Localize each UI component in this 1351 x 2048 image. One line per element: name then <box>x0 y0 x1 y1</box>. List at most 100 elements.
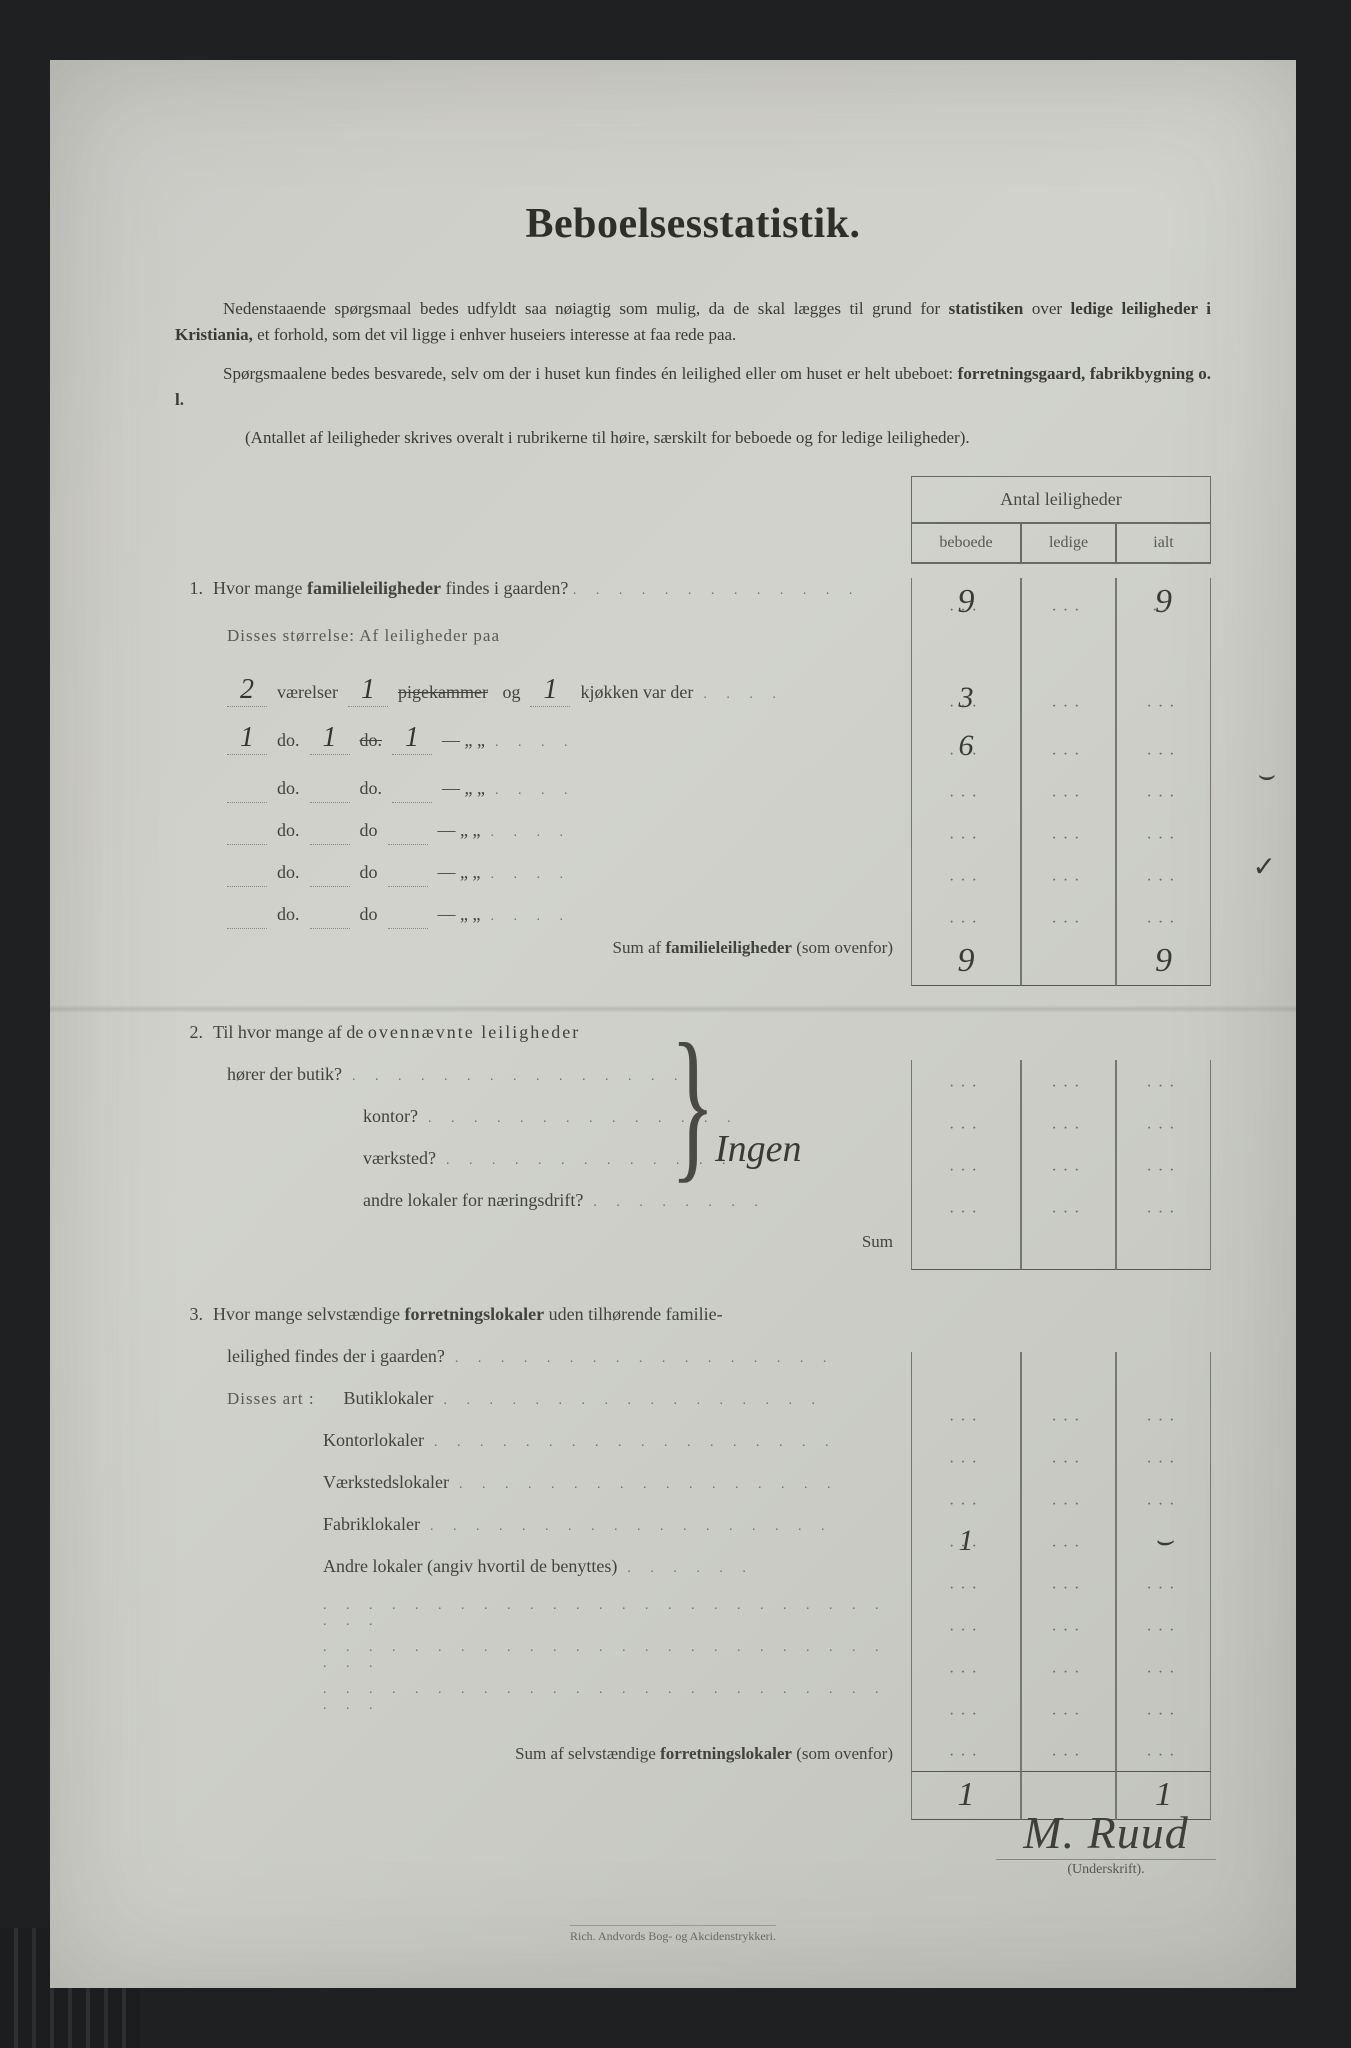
t: do. <box>360 730 383 751</box>
t: — „ „ <box>442 778 485 799</box>
cell <box>1116 1352 1211 1394</box>
th-ledige: ledige <box>1021 524 1116 564</box>
q1-text: Hvor mange familieleiligheder findes i g… <box>213 578 901 599</box>
q3-blank3: . . . . . . . . . . . . . . . . . . . . … <box>175 1682 901 1724</box>
cell: ··· <box>1116 1186 1211 1228</box>
t: familieleiligheder <box>665 938 792 957</box>
q2-line5: andre lokaler for næringsdrift?. . . . .… <box>175 1190 901 1232</box>
t: do. <box>277 730 300 751</box>
q3-num: 3. <box>175 1304 203 1325</box>
cell: ··· <box>911 1186 1021 1228</box>
t: værksted? <box>363 1148 436 1169</box>
q2-line1: 2. Til hvor mange af de ovennævnte leili… <box>175 1022 901 1064</box>
hw: 1 <box>310 722 350 755</box>
hw: 9 <box>1155 942 1172 980</box>
cell <box>1021 626 1116 674</box>
dots: . . . . <box>490 825 571 841</box>
cell: ··· <box>1021 1144 1116 1186</box>
q1-r1-b: 6··· <box>911 722 1021 770</box>
hw <box>310 812 350 845</box>
q2-sum: Sum <box>175 1232 901 1274</box>
t: Butiklokaler <box>344 1388 434 1409</box>
margin-mark-2: ✓ <box>1253 850 1276 884</box>
cell: ··· <box>1116 722 1211 770</box>
cell: ··· <box>911 1394 1021 1436</box>
dots: . . . . . . <box>627 1561 754 1577</box>
document-paper: Beboelsesstatistik. Nedenstaaende spørgs… <box>50 60 1296 1988</box>
intro-p1-a: Nedenstaaende spørgsmaal bedes udfyldt s… <box>223 299 949 318</box>
signature-hand: M. Ruud <box>996 1806 1216 1859</box>
cell: ··· <box>1021 1688 1116 1730</box>
cell: ··· <box>1021 578 1116 626</box>
q3-blank1: . . . . . . . . . . . . . . . . . . . . … <box>175 1598 901 1640</box>
hw <box>227 896 267 929</box>
cell: ··· <box>1116 1562 1211 1604</box>
cell: ··· <box>1116 854 1211 896</box>
intro-p3: (Antallet af leiligheder skrives overalt… <box>175 425 1211 451</box>
cell: ··· <box>1021 1394 1116 1436</box>
t: — „ „ <box>442 730 485 751</box>
cell: ··· <box>911 1688 1021 1730</box>
dots: . . . . . . . . . . . . . . . . . . . . … <box>323 1598 901 1630</box>
q1-data-grid: 9··· ··· 9·· 3··· ··· ··· 6··· ··· ··· ·… <box>911 578 1211 986</box>
q1-sum-i: 9 <box>1116 938 1211 986</box>
t: do. <box>277 904 300 925</box>
cell <box>1021 1352 1116 1394</box>
q1-row2: do. do. — „ „ . . . . <box>175 770 901 812</box>
q1-row4: do. do — „ „ . . . . <box>175 854 901 896</box>
cell: ··· <box>1116 1688 1211 1730</box>
t: Sum af selvstændige <box>515 1744 660 1763</box>
t: leilighed findes der i gaarden? <box>227 1346 445 1367</box>
q1-sum-b: 9 <box>911 938 1021 986</box>
t: — „ „ <box>438 862 481 883</box>
t: Sum af <box>613 938 666 957</box>
hw: 1 <box>348 674 388 707</box>
t: forretningslokaler <box>660 1744 792 1763</box>
hw <box>388 896 428 929</box>
cell: ··· <box>1021 1562 1116 1604</box>
dots: . . . . . . . . . . . . . . . . . . . . … <box>323 1682 901 1714</box>
cell: ··· <box>911 1730 1021 1772</box>
hw <box>392 770 432 803</box>
cell: ··· <box>1116 674 1211 722</box>
hw <box>227 770 267 803</box>
cell <box>911 1352 1021 1394</box>
t: do. <box>277 778 300 799</box>
q2-handwritten: Ingen <box>715 1127 802 1171</box>
q1-num: 1. <box>175 578 203 599</box>
q3-data-grid: ········· ········· ········· 1··· ··· ⌣… <box>911 1352 1211 1820</box>
cell: ··· <box>911 1604 1021 1646</box>
intro-p1-e: et forhold, som det vil ligge i enhver h… <box>253 325 736 344</box>
hw <box>227 812 267 845</box>
cell: ··· <box>1021 1520 1116 1562</box>
t: værelser <box>277 682 338 703</box>
q1-r0-b: 3··· <box>911 674 1021 722</box>
hw: 2 <box>227 674 267 707</box>
cell: ··· <box>1021 1646 1116 1688</box>
t: forretningslokaler <box>404 1304 544 1324</box>
q1-sublabel: Disses størrelse: Af leiligheder paa <box>175 626 901 674</box>
cell <box>1021 1228 1116 1270</box>
cell: ··· <box>1021 1730 1116 1772</box>
table-header: Antal leiligheder beboede ledige ialt <box>911 476 1211 564</box>
dots: . . . . <box>490 909 571 925</box>
cell: ··· <box>911 1436 1021 1478</box>
cell <box>911 1228 1021 1270</box>
margin-mark-1: ⌣ <box>1258 760 1276 792</box>
q3-line2: leilighed findes der i gaarden?. . . . .… <box>175 1346 901 1388</box>
signature-label: (Underskrift). <box>996 1859 1216 1878</box>
cell: ··· <box>1021 1102 1116 1144</box>
t: Disses størrelse: Af leiligheder paa <box>227 626 500 646</box>
q1-row0: 2 værelser 1 pigekammer og 1 kjøkken var… <box>175 674 901 722</box>
cell: ··· <box>1116 812 1211 854</box>
cell <box>1021 938 1116 986</box>
cell: ··· <box>1116 1060 1211 1102</box>
t: Til hvor mange af de <box>213 1022 368 1042</box>
cell: ··· <box>1116 1646 1211 1688</box>
t: Kontorlokaler <box>323 1430 424 1451</box>
q1-line: 1. Hvor mange familieleiligheder findes … <box>175 578 901 626</box>
curly-brace-icon: } <box>670 1040 715 1168</box>
cell <box>1116 1228 1211 1270</box>
t: do <box>360 904 378 925</box>
hw: 1 <box>227 722 267 755</box>
